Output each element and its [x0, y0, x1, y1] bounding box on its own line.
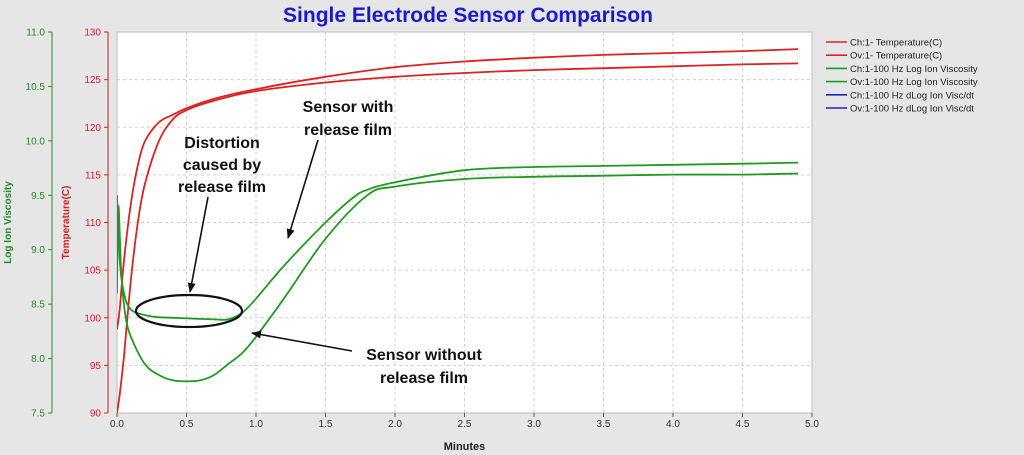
temperature-axis-label: Temperature(C): [61, 186, 72, 260]
legend-entry: Ch:1-100 Hz Log Ion Viscosity: [850, 64, 978, 75]
temperature-tick-label: 95: [90, 361, 102, 372]
arrow-sensor-without-film: [251, 330, 353, 352]
annotation-distortion-line3: release film: [178, 179, 266, 196]
viscosity-tick-label: 7.5: [31, 409, 45, 420]
viscosity-tick-label: 10.0: [26, 136, 46, 147]
annotation-sensor-without-film-line2: release film: [380, 370, 468, 387]
x-tick-label: 0.0: [110, 419, 124, 430]
viscosity-tick-label: 8.0: [31, 354, 45, 365]
x-tick-label: 1.5: [319, 419, 333, 430]
series-line-1: [117, 62, 799, 413]
temperature-tick-label: 90: [90, 409, 102, 420]
arrow-sensor-with-film: [286, 139, 319, 239]
chart-title: Single Electrode Sensor Comparison: [283, 4, 653, 27]
annotation-sensor-without-film-line1: Sensor without: [366, 347, 482, 364]
viscosity-tick-label: 10.5: [26, 82, 46, 93]
annotation-distortion-line2: caused by: [183, 157, 261, 174]
x-tick-label: 5.0: [805, 419, 819, 430]
viscosity-tick-label: 8.5: [31, 300, 45, 311]
temperature-tick-label: 110: [85, 218, 101, 229]
annotation-sensor-with-film-line1: Sensor with: [303, 99, 394, 116]
arrow-distortion: [187, 196, 209, 293]
series-line-0: [117, 48, 799, 330]
legend-entry: Ov:1-100 Hz Log Ion Viscosity: [850, 77, 978, 88]
legend-entry: Ch:1- Temperature(C): [850, 38, 942, 49]
x-tick-label: 0.5: [180, 419, 194, 430]
temperature-tick-label: 105: [84, 266, 101, 277]
viscosity-tick-label: 9.0: [31, 245, 45, 256]
temperature-tick-label: 125: [84, 75, 101, 86]
annotation-sensor-with-film-line2: release film: [304, 122, 392, 139]
distortion-ellipse: [134, 293, 244, 329]
x-tick-label: 2.0: [388, 419, 402, 430]
x-tick-label: 3.5: [597, 419, 611, 430]
viscosity-tick-label: 11.0: [26, 28, 45, 39]
x-tick-label: 2.5: [458, 419, 472, 430]
x-axis-label: Minutes: [444, 441, 486, 453]
x-tick-label: 1.0: [249, 419, 263, 430]
legend-entry: Ov:1-100 Hz dLog Ion Visc/dt: [850, 104, 974, 115]
temperature-tick-label: 100: [84, 313, 101, 324]
temperature-tick-label: 120: [84, 123, 101, 134]
x-tick-label: 3.0: [527, 419, 541, 430]
legend-entry: Ch:1-100 Hz dLog Ion Visc/dt: [850, 90, 974, 101]
temperature-tick-label: 115: [85, 170, 101, 181]
temperature-tick-label: 130: [84, 28, 101, 39]
x-tick-label: 4.5: [736, 419, 750, 430]
viscosity-tick-label: 9.5: [31, 191, 45, 202]
legend-entry: Ov:1- Temperature(C): [850, 51, 942, 62]
series-line-3: [117, 172, 799, 383]
x-tick-label: 4.0: [666, 419, 680, 430]
viscosity-axis-label: Log Ion Viscosity: [3, 181, 14, 264]
annotation-distortion-line1: Distortion: [184, 135, 260, 152]
